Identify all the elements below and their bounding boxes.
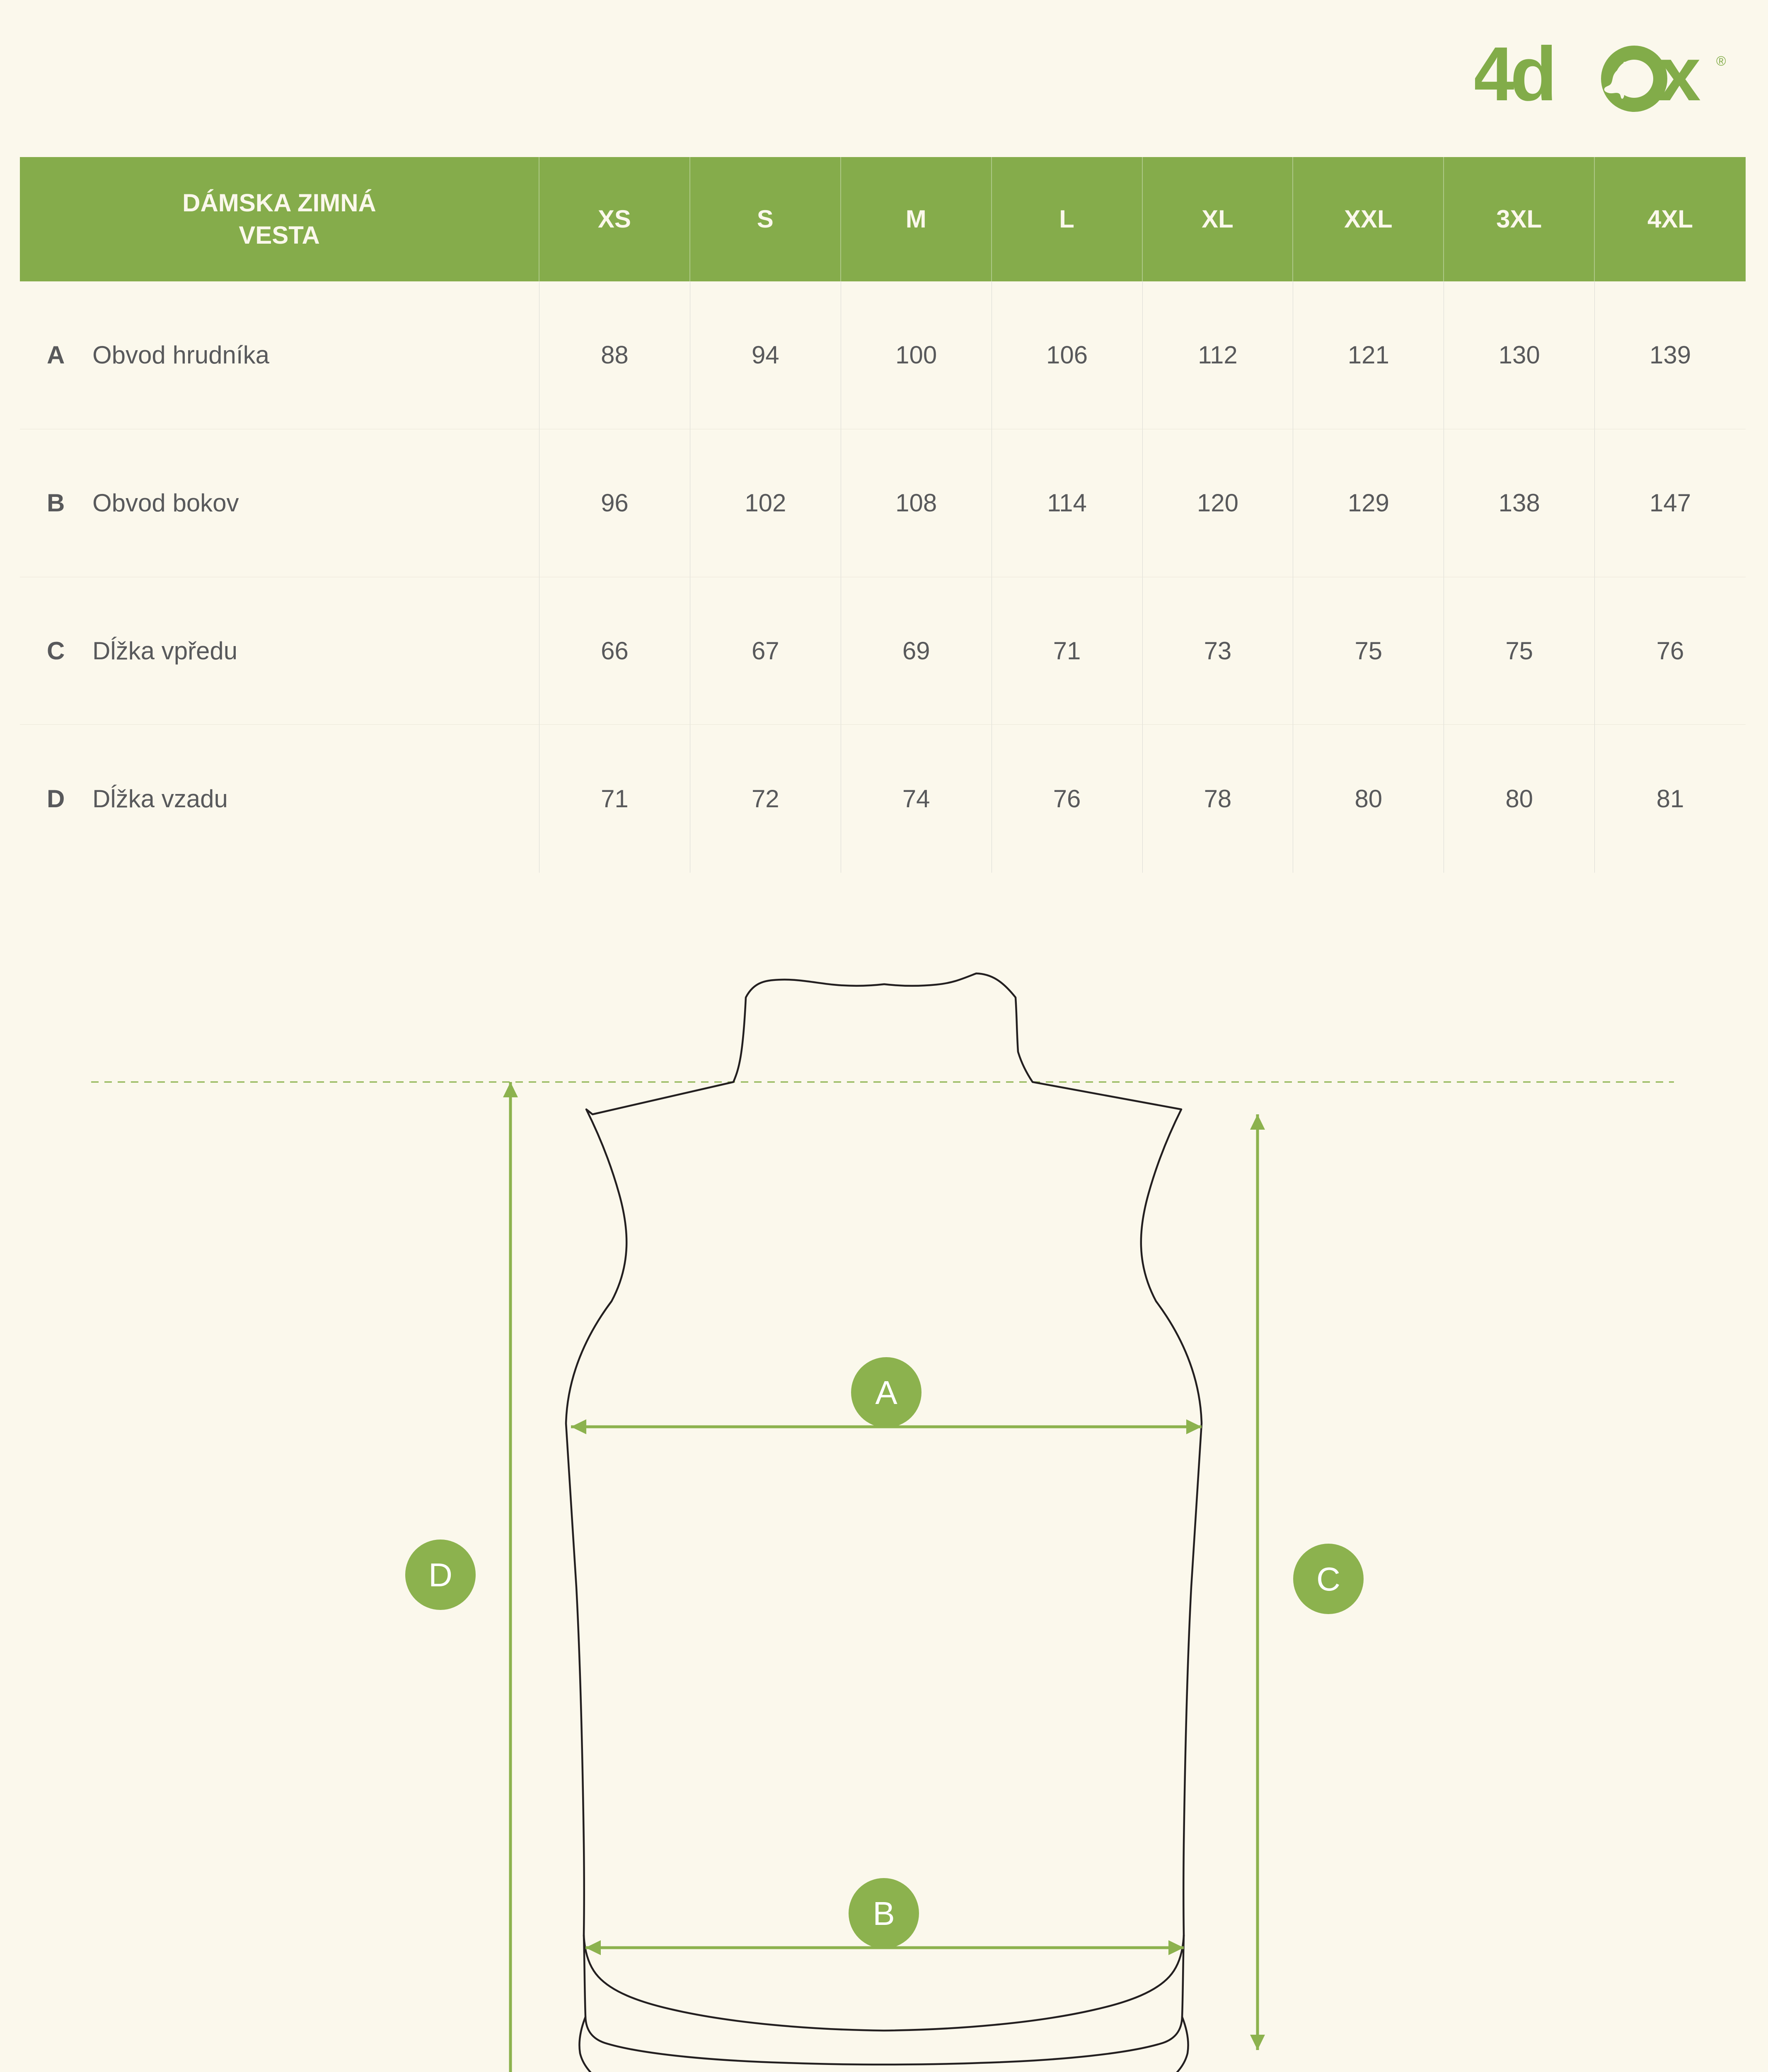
svg-text:A: A xyxy=(875,1374,897,1411)
svg-text:4d: 4d xyxy=(1475,31,1553,117)
svg-text:B: B xyxy=(873,1895,895,1932)
svg-text:C: C xyxy=(1316,1561,1340,1598)
svg-text:D: D xyxy=(428,1556,452,1593)
svg-text:®: ® xyxy=(1716,53,1726,68)
svg-text:x: x xyxy=(1658,31,1700,117)
